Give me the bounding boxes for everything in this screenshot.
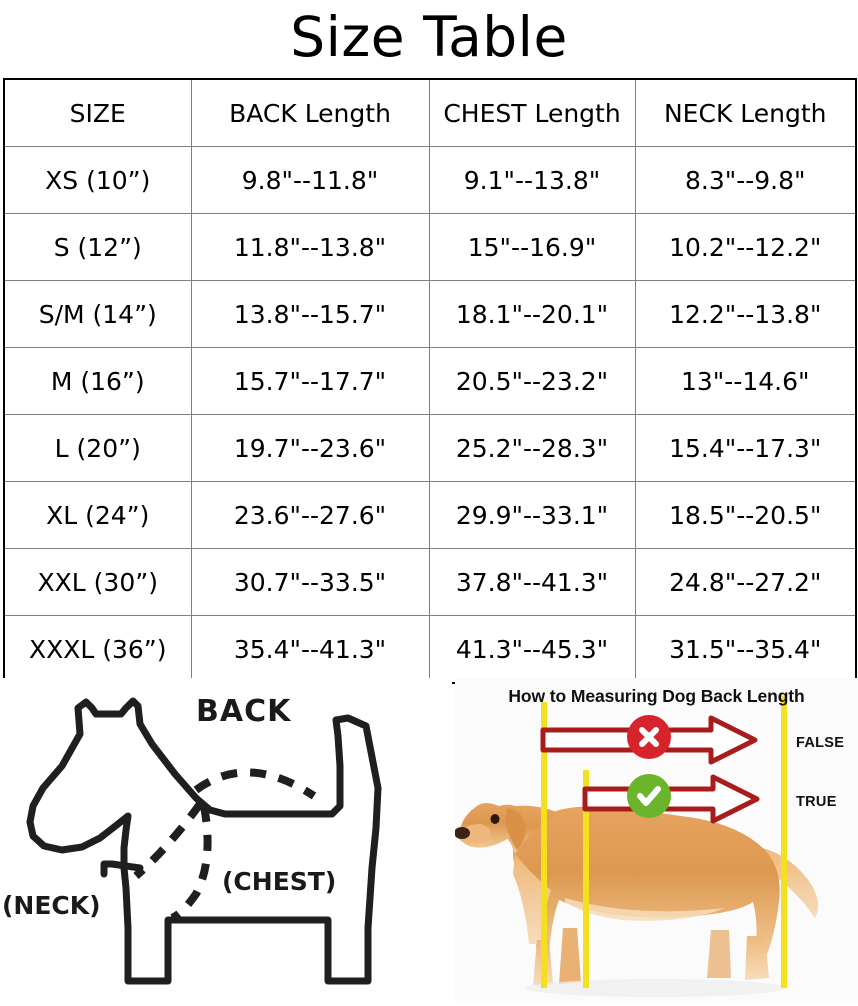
- cell-size: XS (10”): [3, 146, 192, 214]
- table-row: L (20”) 19.7"--23.6" 25.2"--28.3" 15.4"-…: [3, 414, 857, 482]
- table-row: XS (10”) 9.8"--11.8" 9.1"--13.8" 8.3"--9…: [3, 146, 857, 214]
- diagram-label-back: BACK: [196, 694, 292, 729]
- cell-back: 35.4"--41.3": [190, 615, 430, 684]
- table-row: S/M (14”) 13.8"--15.7" 18.1"--20.1" 12.2…: [3, 280, 857, 348]
- cell-size: S (12”): [3, 213, 192, 281]
- cell-size: S/M (14”): [3, 280, 192, 348]
- cell-size: XXXL (36”): [3, 615, 192, 684]
- guide-line-shoulder: [583, 770, 589, 988]
- cell-size: XL (24”): [3, 481, 192, 549]
- cell-chest: 37.8"--41.3": [428, 548, 636, 616]
- column-header-neck: NECK Length: [634, 78, 857, 147]
- cell-back: 11.8"--13.8": [190, 213, 430, 281]
- column-header-back: BACK Length: [190, 78, 430, 147]
- guide-line-front: [541, 702, 547, 988]
- page-title: Size Table: [290, 5, 568, 69]
- cell-back: 15.7"--17.7": [190, 347, 430, 415]
- cell-neck: 10.2"--12.2": [634, 213, 857, 281]
- column-header-chest: CHEST Length: [428, 78, 636, 147]
- cell-chest: 29.9"--33.1": [428, 481, 636, 549]
- cell-neck: 24.8"--27.2": [634, 548, 857, 616]
- table-row: S (12”) 11.8"--13.8" 15"--16.9" 10.2"--1…: [3, 213, 857, 281]
- cell-back: 9.8"--11.8": [190, 146, 430, 214]
- dog-outline-icon: [26, 697, 382, 985]
- cell-chest: 20.5"--23.2": [428, 347, 636, 415]
- photo-panel-title: How to Measuring Dog Back Length: [508, 686, 805, 706]
- size-table-container: SIZE BACK Length CHEST Length NECK Lengt…: [3, 78, 857, 684]
- table-row: XXL (30”) 30.7"--33.5" 37.8"--41.3" 24.8…: [3, 548, 857, 616]
- diagram-label-chest: (CHEST): [222, 867, 337, 896]
- cross-icon: [627, 715, 671, 759]
- table-row: XXXL (36”) 35.4"--41.3" 41.3"--45.3" 31.…: [3, 615, 857, 684]
- cell-size: L (20”): [3, 414, 192, 482]
- cell-chest: 15"--16.9": [428, 213, 636, 281]
- cell-back: 30.7"--33.5": [190, 548, 430, 616]
- cell-neck: 15.4"--17.3": [634, 414, 857, 482]
- cell-size: M (16”): [3, 347, 192, 415]
- column-header-size: SIZE: [3, 78, 192, 147]
- table-row: XL (24”) 23.6"--27.6" 29.9"--33.1" 18.5"…: [3, 481, 857, 549]
- true-measure-arrow: [582, 774, 760, 824]
- bottom-illustrations: BACK (CHEST) (NECK): [0, 678, 858, 1001]
- table-header-row: SIZE BACK Length CHEST Length NECK Lengt…: [3, 78, 857, 147]
- table-row: M (16”) 15.7"--17.7" 20.5"--23.2" 13"--1…: [3, 347, 857, 415]
- true-label: TRUE: [796, 794, 837, 810]
- cell-neck: 31.5"--35.4": [634, 615, 857, 684]
- false-label: FALSE: [796, 735, 845, 751]
- cell-chest: 41.3"--45.3": [428, 615, 636, 684]
- golden-retriever-photo: [455, 678, 858, 1001]
- back-length-photo-panel: How to Measuring Dog Back Length FALSE T…: [455, 678, 858, 1001]
- cell-size: XXL (30”): [3, 548, 192, 616]
- cell-back: 13.8"--15.7": [190, 280, 430, 348]
- guide-line-rear: [781, 696, 787, 988]
- cell-chest: 25.2"--28.3": [428, 414, 636, 482]
- size-table: SIZE BACK Length CHEST Length NECK Lengt…: [3, 78, 857, 684]
- cell-neck: 13"--14.6": [634, 347, 857, 415]
- cell-back: 23.6"--27.6": [190, 481, 430, 549]
- check-icon: [627, 774, 671, 818]
- cell-back: 19.7"--23.6": [190, 414, 430, 482]
- cell-chest: 18.1"--20.1": [428, 280, 636, 348]
- cell-neck: 8.3"--9.8": [634, 146, 857, 214]
- cell-chest: 9.1"--13.8": [428, 146, 636, 214]
- cell-neck: 12.2"--13.8": [634, 280, 857, 348]
- cell-neck: 18.5"--20.5": [634, 481, 857, 549]
- diagram-label-neck: (NECK): [2, 891, 101, 920]
- dog-measurement-diagram: BACK (CHEST) (NECK): [0, 678, 452, 1001]
